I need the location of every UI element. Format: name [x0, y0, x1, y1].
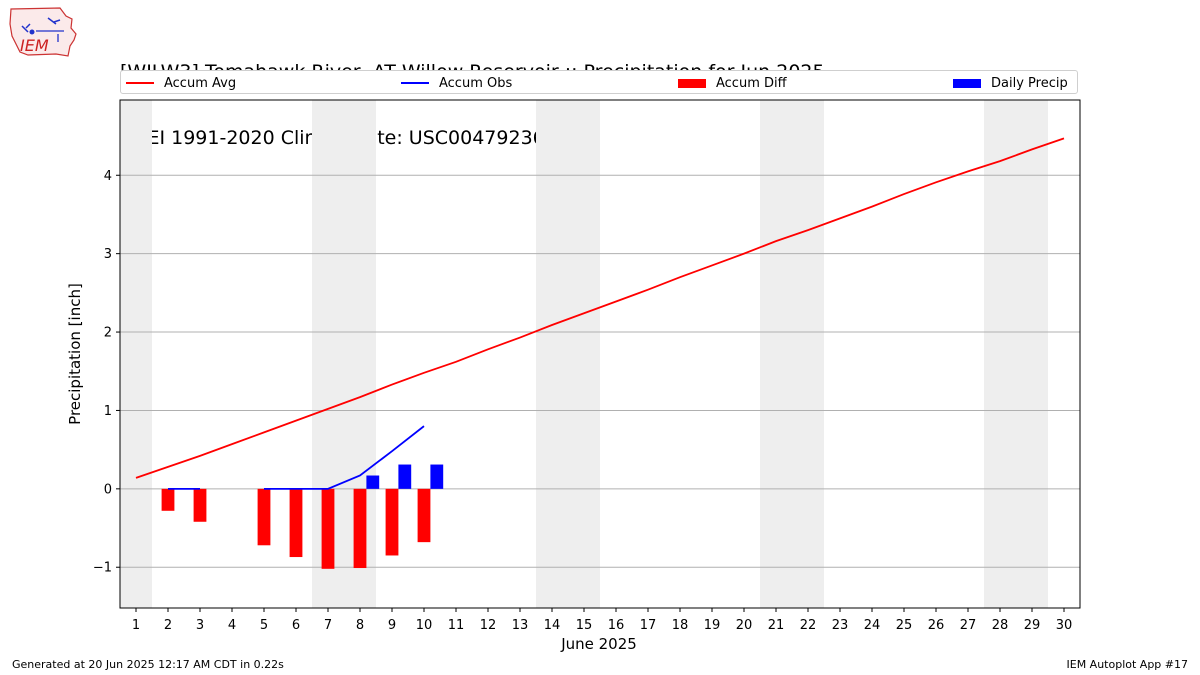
accum-obs-line-segment-1	[264, 425, 425, 490]
x-tick-label: 16	[608, 618, 625, 633]
x-tick-label: 10	[416, 618, 433, 633]
accum-diff-bar-day-7	[321, 488, 335, 569]
legend-swatch-daily-precip	[953, 78, 981, 88]
x-tick-label: 2	[164, 618, 172, 633]
weekend-band-day-22	[792, 100, 824, 608]
x-tick-label: 25	[896, 618, 913, 633]
bars	[161, 464, 444, 569]
accum-diff-bar-day-2	[161, 488, 175, 511]
x-axis-ticks: 1 2 3 4 5 6 7 8 9 10 11 12 13 14 15 16 17 18 19 20 21 22 23 24 2…	[132, 608, 1072, 633]
weekend-band-day-15	[568, 100, 600, 608]
x-tick-label: 6	[292, 618, 300, 633]
plot-frame	[119, 99, 1081, 609]
y-tick-label: −1	[93, 561, 112, 576]
y-tick-label: 4	[104, 169, 112, 184]
iem-logo-text: IEM	[20, 36, 49, 55]
y-axis-label: Precipitation [inch]	[66, 283, 84, 425]
legend-item-accum-diff: Accum Diff	[678, 74, 787, 92]
y-tick-label: 3	[104, 247, 112, 262]
iem-logo: IEM	[8, 6, 80, 60]
legend-label-daily-precip: Daily Precip	[991, 75, 1068, 91]
legend-label-accum-diff: Accum Diff	[716, 75, 787, 91]
x-tick-label: 14	[544, 618, 561, 633]
legend-swatch-accum-obs	[401, 82, 429, 84]
y-axis-ticks: −1 0 1 2 3 4	[93, 169, 120, 576]
x-tick-label: 12	[480, 618, 497, 633]
x-tick-label: 23	[832, 618, 849, 633]
legend-label-accum-avg: Accum Avg	[164, 75, 237, 91]
x-tick-label: 18	[672, 618, 689, 633]
x-tick-label: 28	[992, 618, 1009, 633]
x-tick-label: 24	[864, 618, 881, 633]
accum-diff-bar-day-10	[417, 488, 431, 543]
x-tick-label: 13	[512, 618, 529, 633]
x-tick-label: 30	[1056, 618, 1073, 633]
legend-item-accum-obs: Accum Obs	[401, 74, 512, 92]
accum-diff-bar-day-3	[193, 488, 207, 522]
x-tick-label: 8	[356, 618, 364, 633]
legend-item-accum-avg: Accum Avg	[126, 74, 236, 92]
x-tick-label: 19	[704, 618, 721, 633]
x-tick-label: 17	[640, 618, 657, 633]
generated-timestamp: Generated at 20 Jun 2025 12:17 AM CDT in…	[12, 658, 284, 671]
x-axis-label: June 2025	[560, 635, 637, 653]
weekend-band-day-14	[536, 100, 568, 608]
x-tick-label: 5	[260, 618, 268, 633]
accum-diff-bar-day-8	[353, 488, 367, 569]
x-tick-label: 3	[196, 618, 204, 633]
grid-lines	[120, 174, 1080, 568]
x-tick-label: 29	[1024, 618, 1041, 633]
x-tick-label: 11	[448, 618, 465, 633]
daily-precip-bar-day-9	[398, 464, 412, 489]
x-tick-label: 7	[324, 618, 332, 633]
weekend-band-day-1	[120, 100, 152, 608]
daily-precip-bar-day-8	[366, 475, 380, 489]
lines	[135, 137, 1065, 490]
legend: Accum Avg Accum Obs Accum Diff Daily Pre…	[120, 70, 1078, 94]
weekend-band-day-29	[1016, 100, 1048, 608]
daily-precip-bar-day-10	[430, 464, 444, 489]
legend-swatch-accum-diff	[678, 78, 706, 88]
weekend-band-day-21	[760, 100, 792, 608]
x-tick-label: 27	[960, 618, 977, 633]
legend-label-accum-obs: Accum Obs	[439, 75, 513, 91]
x-tick-label: 4	[228, 618, 236, 633]
x-tick-label: 20	[736, 618, 753, 633]
x-tick-label: 9	[388, 618, 396, 633]
accum-diff-bar-day-9	[385, 488, 399, 556]
x-tick-label: 22	[800, 618, 817, 633]
legend-swatch-accum-avg	[126, 82, 154, 84]
y-tick-label: 1	[104, 404, 112, 419]
x-tick-label: 21	[768, 618, 785, 633]
weekend-band-day-28	[984, 100, 1016, 608]
y-tick-label: 0	[104, 482, 112, 497]
x-tick-label: 15	[576, 618, 593, 633]
accum-avg-line	[135, 137, 1065, 479]
x-tick-label: 26	[928, 618, 945, 633]
accum-diff-bar-day-6	[289, 488, 303, 558]
legend-item-daily-precip: Daily Precip	[953, 74, 1068, 92]
x-tick-label: 1	[132, 618, 140, 633]
app-label: IEM Autoplot App #17	[1066, 658, 1189, 671]
accum-diff-bar-day-5	[257, 488, 271, 546]
iem-logo-graphic: IEM	[9, 7, 77, 57]
y-tick-label: 2	[104, 326, 112, 341]
